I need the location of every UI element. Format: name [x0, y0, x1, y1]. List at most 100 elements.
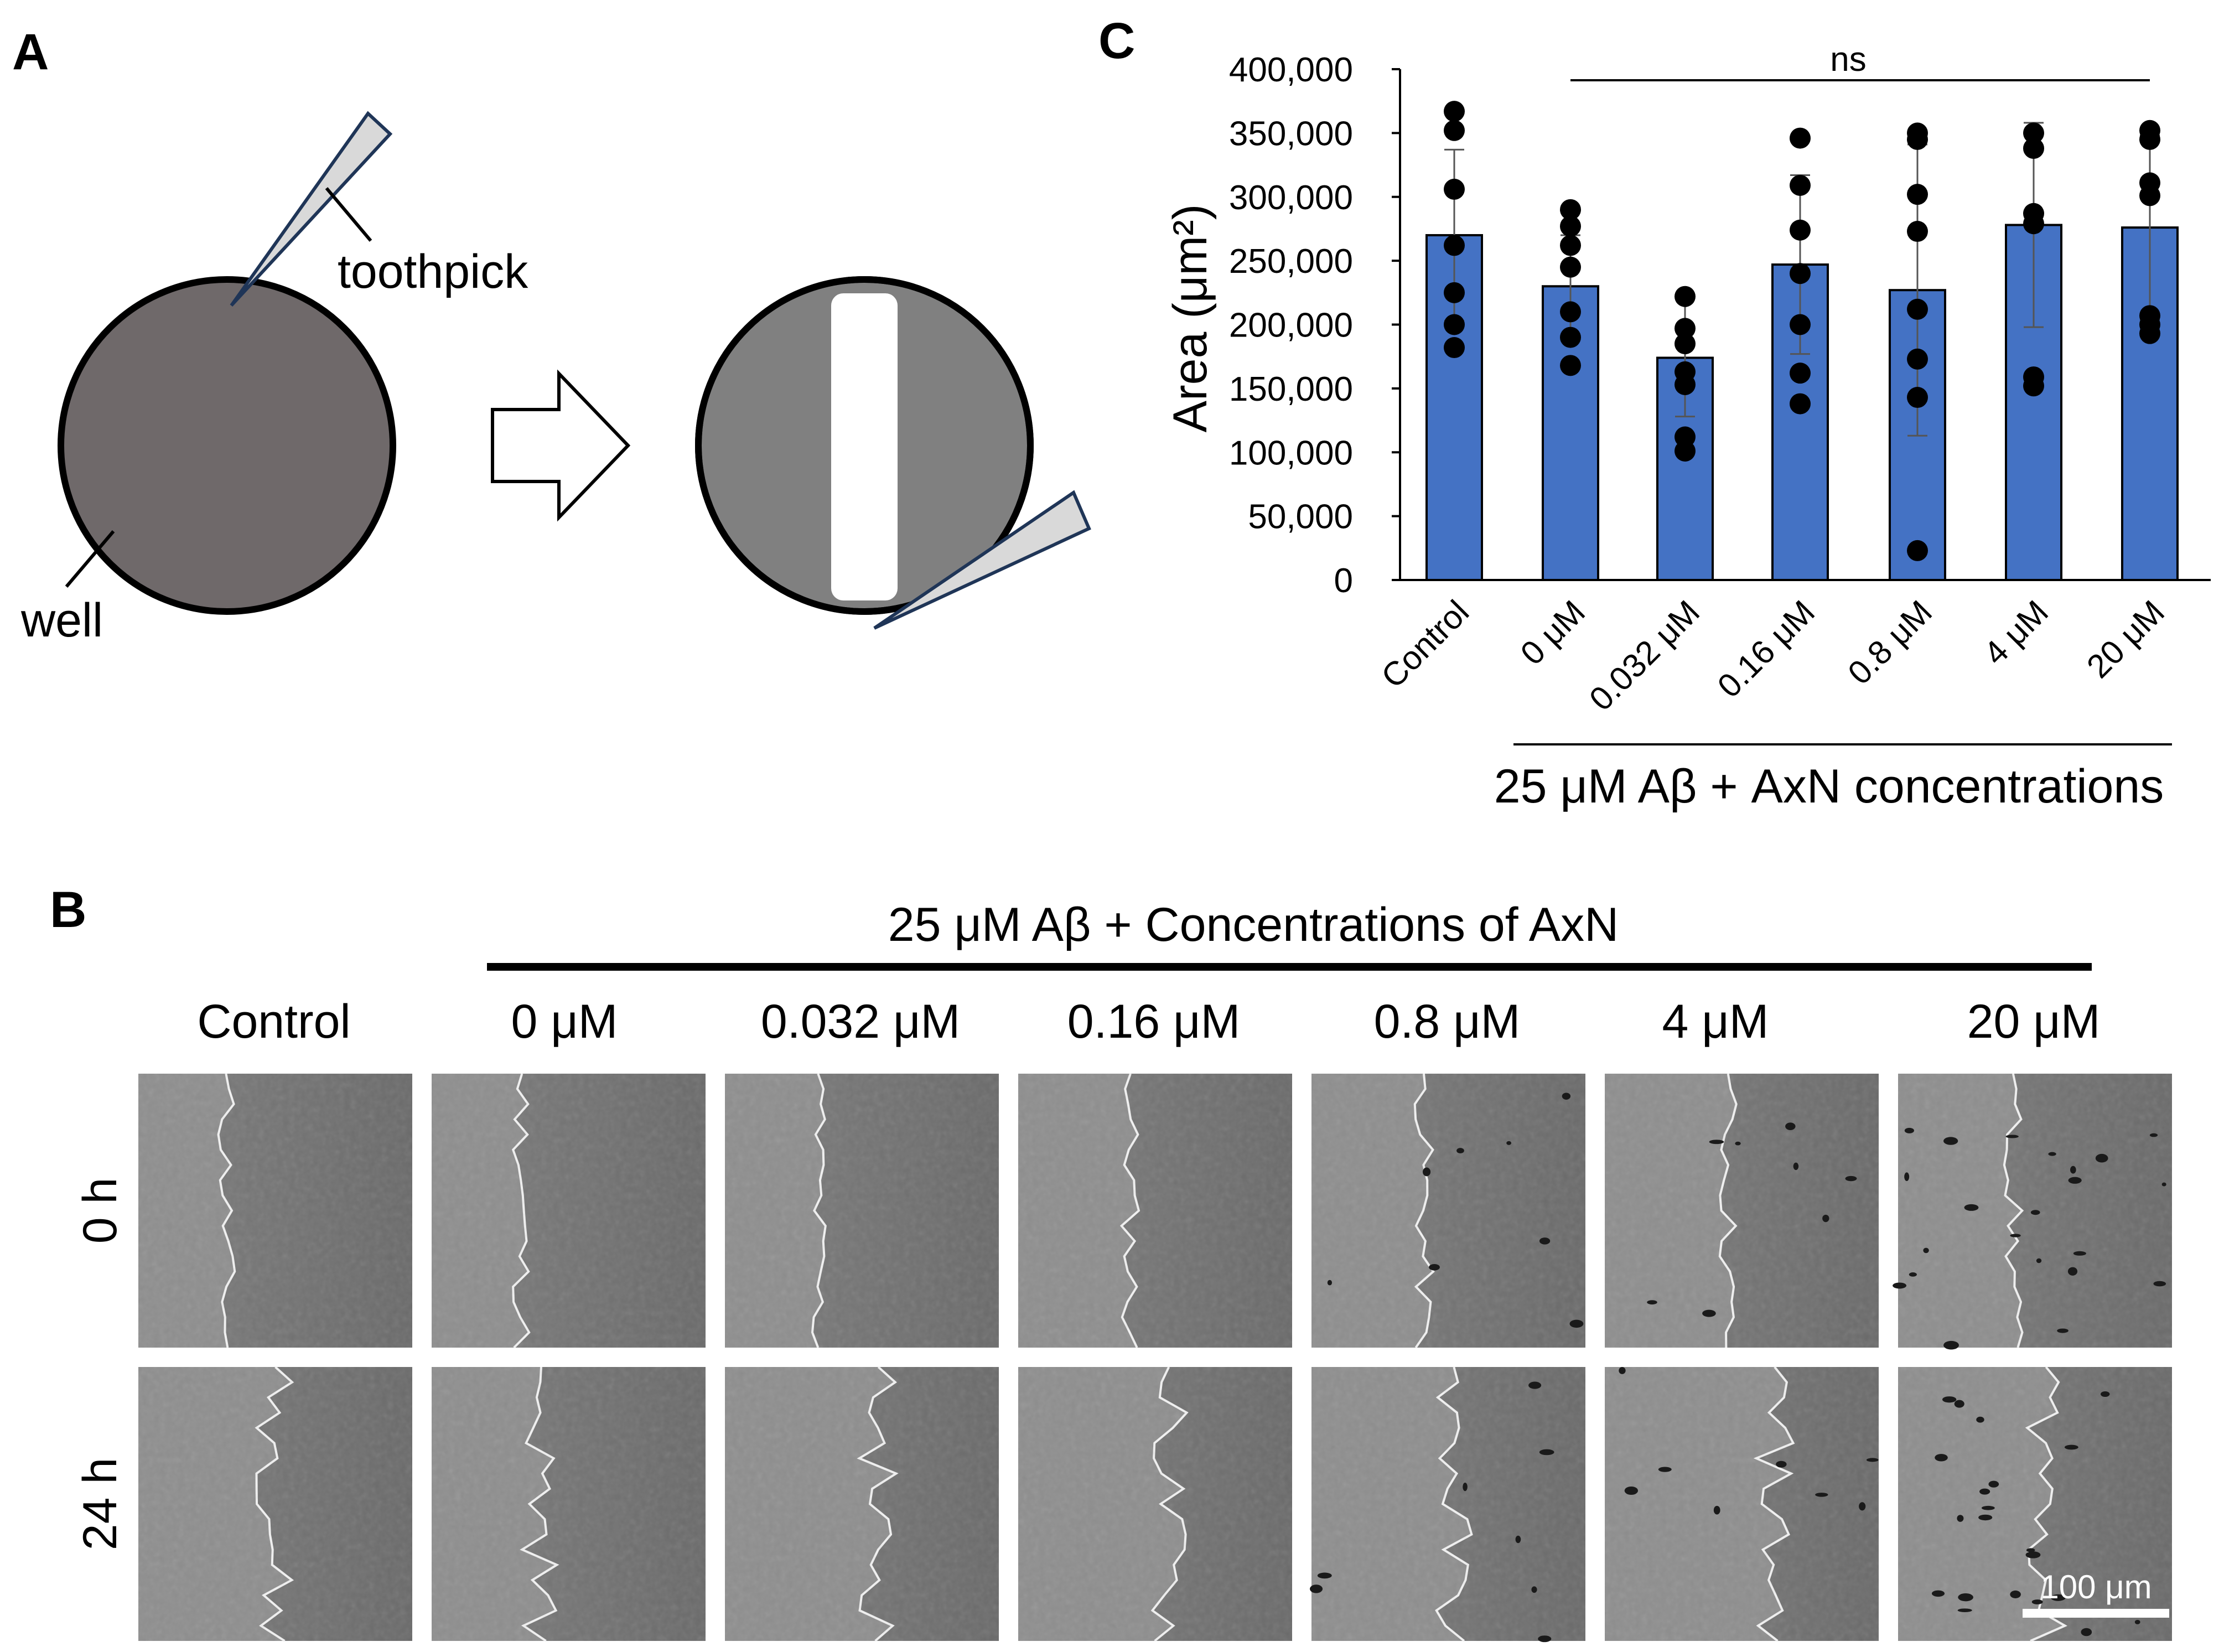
- data-point: [1790, 263, 1811, 284]
- toothpick-leader-line: [325, 187, 372, 242]
- micrograph-tile: [1898, 1366, 2172, 1642]
- bar: [1542, 285, 1599, 581]
- data-point: [1675, 318, 1696, 339]
- y-tick-label: 150,000: [1229, 370, 1353, 408]
- data-point: [1560, 199, 1581, 220]
- data-point: [1675, 374, 1696, 395]
- data-point: [1444, 337, 1465, 359]
- data-point: [1444, 178, 1465, 200]
- data-point: [1560, 355, 1581, 376]
- data-point: [1444, 101, 1465, 122]
- data-point: [1560, 235, 1581, 256]
- micrograph-column-label: 0.16 μM: [1067, 995, 1240, 1048]
- x-category-label: 0.8 μM: [1841, 593, 1939, 692]
- micrograph-tile: [432, 1366, 706, 1642]
- micrograph-tile: [432, 1073, 706, 1349]
- micrograph-row-labels: 0 h 24 h: [74, 1178, 127, 1550]
- micrograph-row-label: 24 h: [74, 1458, 127, 1550]
- data-point: [2023, 122, 2044, 144]
- micrograph-tile: [1605, 1073, 1879, 1348]
- micrograph-column-label: 4 μM: [1662, 995, 1769, 1048]
- data-point: [1444, 120, 1465, 141]
- micrograph-tile: [725, 1366, 999, 1642]
- x-category-label: 4 μM: [1977, 593, 2056, 672]
- y-axis-label: Area (μm²): [1164, 204, 1217, 433]
- panel-letter-b: B: [50, 882, 86, 938]
- data-point: [2139, 128, 2160, 150]
- data-point: [1560, 301, 1581, 323]
- data-points: [1444, 101, 2160, 561]
- micrograph-tile: [1018, 1073, 1292, 1348]
- y-tick-label: 100,000: [1229, 434, 1353, 472]
- micrograph-tile: [1018, 1366, 1292, 1642]
- micrograph-column-labels: Control 0 μM 0.032 μM 0.16 μM 0.8 μM 4 μM 20 μ…: [197, 995, 2100, 1048]
- micrograph-column-label: 0 μM: [511, 995, 618, 1048]
- significance-label: ns: [1830, 40, 1866, 79]
- x-category-label: 0.032 μM: [1582, 593, 1707, 718]
- y-tick-label: 0: [1334, 562, 1353, 600]
- micrograph-tile: [138, 1073, 412, 1348]
- data-point: [2139, 323, 2160, 344]
- data-point: [1790, 174, 1811, 196]
- x-category-label: 0.16 μM: [1710, 593, 1822, 705]
- data-point: [1675, 286, 1696, 307]
- toothpick-icon: [230, 111, 393, 307]
- data-point: [1444, 282, 1465, 303]
- y-tick-label: 350,000: [1229, 115, 1353, 153]
- x-category-label: 20 μM: [2080, 593, 2171, 685]
- data-point: [1907, 348, 1928, 370]
- data-point: [1907, 221, 1928, 242]
- data-point: [1907, 540, 1928, 561]
- micrograph-row-label: 0 h: [74, 1178, 127, 1244]
- y-tick-label: 50,000: [1248, 498, 1353, 536]
- micrograph-tile: [1310, 1366, 1585, 1643]
- data-point: [1444, 314, 1465, 335]
- well-label: well: [20, 594, 103, 647]
- data-point: [1675, 440, 1696, 462]
- toothpick-icon-scratching: [873, 490, 1091, 630]
- scale-bar: [2023, 1609, 2169, 1618]
- panel-letter-c: C: [1098, 13, 1135, 69]
- arrow-right-icon: [491, 369, 631, 522]
- data-point: [1790, 219, 1811, 241]
- micrograph-tiles: [138, 1073, 2172, 1643]
- micrograph-column-label: Control: [197, 995, 350, 1048]
- well-circle-left: [58, 276, 396, 615]
- micrograph-column-label: 20 μM: [1967, 995, 2101, 1048]
- toothpick-label: toothpick: [338, 245, 528, 298]
- data-point: [2023, 375, 2044, 397]
- panel-a-schematic: A toothpick well: [12, 24, 1091, 647]
- x-axis-categories: Control 0 μM0.032 μM 0.16 μM 0.8 μM 4 μM 20 μ…: [1374, 593, 2171, 718]
- y-tick-label: 300,000: [1229, 179, 1353, 217]
- y-tick-label: 250,000: [1229, 242, 1353, 281]
- micrograph-header: 25 μM Aβ + Concentrations of AxN: [888, 898, 1619, 951]
- data-point: [2139, 185, 2160, 206]
- y-tick-label: 400,000: [1229, 51, 1353, 89]
- data-point: [1560, 256, 1581, 278]
- data-point: [1790, 362, 1811, 384]
- micrograph-column-label: 0.032 μM: [761, 995, 960, 1048]
- micrograph-tile: [725, 1073, 999, 1348]
- y-tick-label: 200,000: [1229, 307, 1353, 345]
- y-axis-ticks: 0 50,000 100,000 150,000 200,000 250,000 300,0…: [1229, 51, 1400, 600]
- data-point: [1444, 235, 1465, 256]
- x-category-label: Control: [1374, 593, 1476, 695]
- data-point: [1790, 127, 1811, 149]
- panel-c-chart: C 0 50,000 100,000 150,000 200,000 250,000 300…: [1098, 13, 2211, 813]
- panel-b-micrographs: B 25 μM Aβ + Concentrations of AxN Contr…: [50, 882, 2172, 1643]
- panel-letter-a: A: [12, 24, 49, 80]
- micrograph-tile: [1605, 1366, 1879, 1642]
- data-point: [1560, 327, 1581, 348]
- micrograph-column-label: 0.8 μM: [1374, 995, 1521, 1048]
- data-point: [1907, 387, 1928, 408]
- data-point: [1560, 215, 1581, 237]
- micrograph-tile: [1893, 1073, 2172, 1350]
- scale-bar-label: 100 μm: [2040, 1568, 2152, 1606]
- data-point: [1907, 128, 1928, 150]
- x-axis-label: 25 μM Aβ + AxN concentrations: [1494, 760, 2164, 813]
- data-point: [1675, 333, 1696, 355]
- data-point: [2023, 213, 2044, 235]
- data-point: [2023, 138, 2044, 159]
- x-category-label: 0 μM: [1513, 593, 1593, 672]
